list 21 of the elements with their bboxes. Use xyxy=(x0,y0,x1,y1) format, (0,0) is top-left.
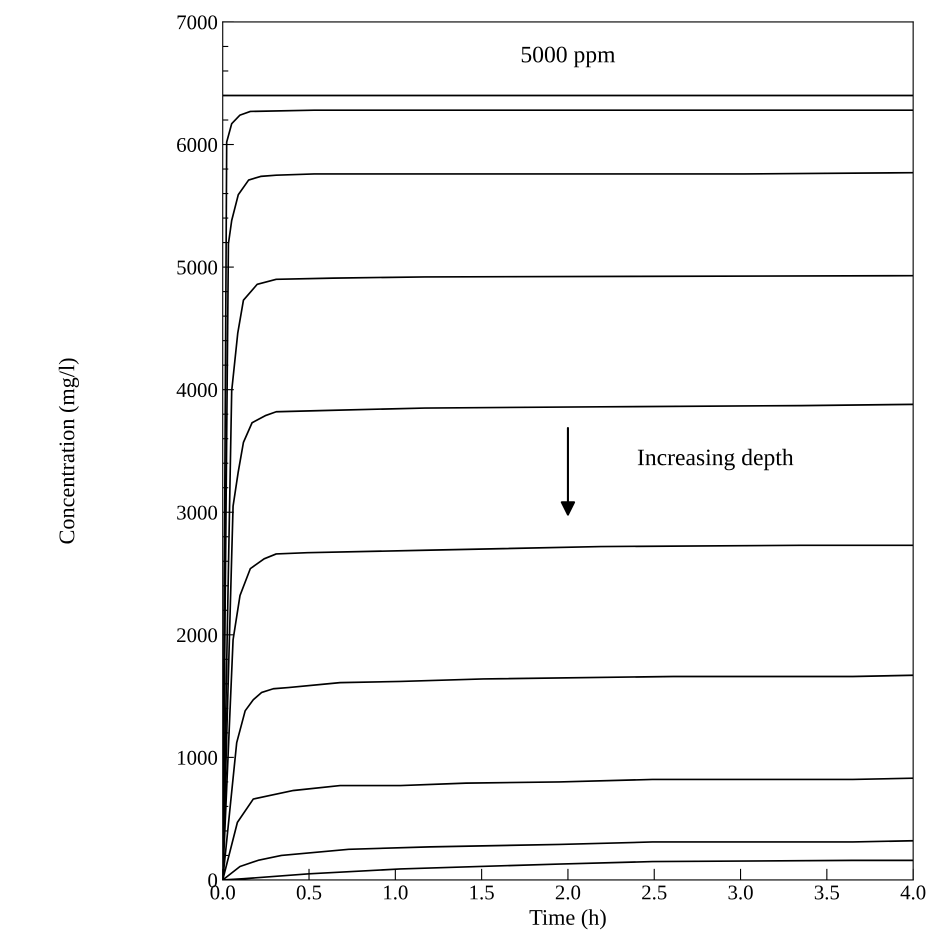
x-tick-label: 1.5 xyxy=(470,886,494,900)
x-tick-label: 0.0 xyxy=(210,885,235,900)
x-tick-label: 3.5 xyxy=(814,885,840,900)
y-tick-label: 2000 xyxy=(177,628,218,642)
x-tick-label: 1.0 xyxy=(384,885,408,900)
ref-line-label: 5000 ppm xyxy=(522,46,616,68)
x-tick-label: 0.5 xyxy=(296,885,322,900)
y-tick-label: 7000 xyxy=(178,15,218,30)
x-tick-label: 2.0 xyxy=(556,885,580,900)
x-tick-label: 3.0 xyxy=(728,885,753,900)
y-tick-label: 1000 xyxy=(178,750,218,765)
x-axis-title: Time (h) xyxy=(530,909,606,930)
annotation: Increasing depth xyxy=(638,448,794,470)
x-tick-label: 4.0 xyxy=(900,885,926,900)
y-tick-label: 6000 xyxy=(177,138,218,152)
y-tick-label: 3000 xyxy=(177,506,218,520)
y-tick-label: 4000 xyxy=(176,383,218,398)
y-tick-label: 5000 xyxy=(177,260,218,275)
y-axis-title: Concentration (mg/l) xyxy=(58,358,79,544)
x-tick-label: 2.5 xyxy=(642,885,666,900)
y-tick-label: 0 xyxy=(208,873,218,888)
